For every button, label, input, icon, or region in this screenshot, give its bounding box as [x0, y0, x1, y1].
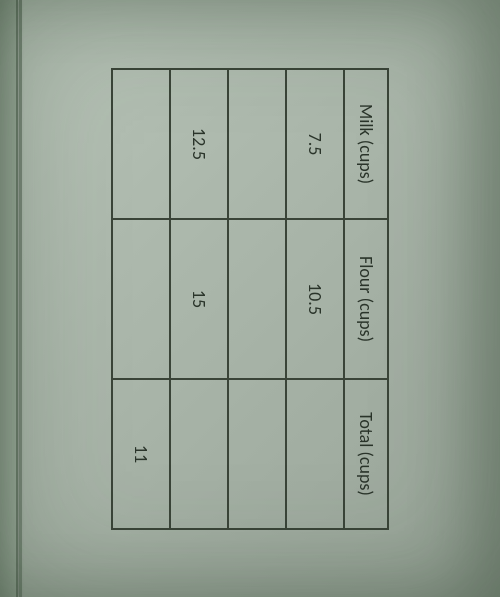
- column-header-total: Total (cups): [344, 379, 388, 529]
- cell-total: [228, 379, 286, 529]
- table-row: 12.5 15: [170, 69, 228, 529]
- table-row: 7.5 10.5: [286, 69, 344, 529]
- cell-flour: 15: [170, 219, 228, 379]
- paper-binding-edge: [0, 0, 18, 597]
- cell-flour: [112, 219, 170, 379]
- table-row: [228, 69, 286, 529]
- cell-milk: [228, 69, 286, 219]
- column-header-milk: Milk (cups): [344, 69, 388, 219]
- cell-total: [170, 379, 228, 529]
- cell-flour: [228, 219, 286, 379]
- cell-flour: 10.5: [286, 219, 344, 379]
- cell-total: 11: [112, 379, 170, 529]
- column-header-flour: Flour (cups): [344, 219, 388, 379]
- cell-total: [286, 379, 344, 529]
- cell-milk: [112, 69, 170, 219]
- cell-milk: 12.5: [170, 69, 228, 219]
- ingredients-table: Milk (cups) Flour (cups) Total (cups) 7.…: [111, 68, 389, 530]
- table-row: 11: [112, 69, 170, 529]
- table-header-row: Milk (cups) Flour (cups) Total (cups): [344, 69, 388, 529]
- cell-milk: 7.5: [286, 69, 344, 219]
- rotated-table-container: Milk (cups) Flour (cups) Total (cups) 7.…: [111, 68, 389, 530]
